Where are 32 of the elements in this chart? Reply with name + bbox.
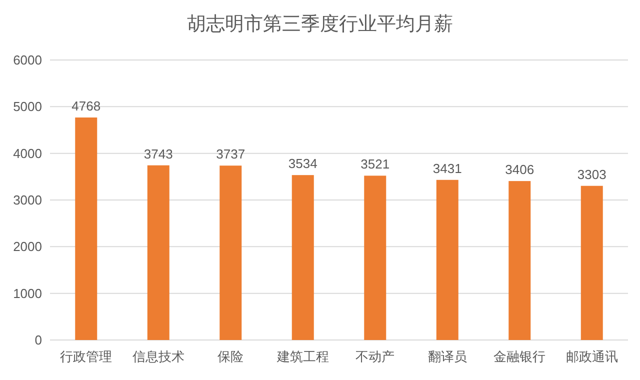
y-tick-label: 3000 bbox=[13, 192, 42, 208]
data-label: 3303 bbox=[577, 166, 606, 182]
x-tick-label: 行政管理 bbox=[60, 349, 112, 364]
bar bbox=[580, 186, 603, 340]
chart-title: 胡志明市第三季度行业平均月薪 bbox=[187, 13, 453, 35]
data-label: 3431 bbox=[432, 160, 462, 176]
bar bbox=[508, 181, 531, 340]
y-tick-label: 6000 bbox=[13, 52, 42, 68]
y-tick-label: 2000 bbox=[13, 239, 42, 254]
data-label: 3737 bbox=[216, 146, 246, 162]
bar bbox=[220, 166, 242, 340]
y-tick-label: 0 bbox=[34, 332, 42, 348]
x-tick-label: 不动产 bbox=[356, 349, 395, 364]
bar bbox=[364, 176, 386, 340]
x-tick-label: 建筑工程 bbox=[276, 349, 329, 364]
y-tick-label: 5000 bbox=[13, 99, 42, 114]
bar bbox=[75, 117, 98, 340]
data-label: 4768 bbox=[72, 98, 101, 114]
bar bbox=[147, 165, 170, 340]
bar bbox=[292, 175, 314, 340]
data-label: 3406 bbox=[505, 162, 534, 178]
data-label: 3534 bbox=[288, 156, 318, 172]
x-tick-label: 翻译员 bbox=[428, 349, 467, 364]
data-label: 3743 bbox=[144, 146, 173, 162]
x-tick-label: 保险 bbox=[218, 349, 244, 364]
x-tick-label: 邮政通讯 bbox=[566, 349, 618, 364]
x-tick-label: 金融银行 bbox=[494, 349, 546, 364]
y-tick-label: 4000 bbox=[13, 146, 42, 161]
x-tick-label: 信息技术 bbox=[132, 349, 184, 364]
data-label: 3521 bbox=[360, 156, 390, 172]
y-tick-label: 1000 bbox=[13, 286, 42, 301]
bar bbox=[436, 180, 458, 340]
